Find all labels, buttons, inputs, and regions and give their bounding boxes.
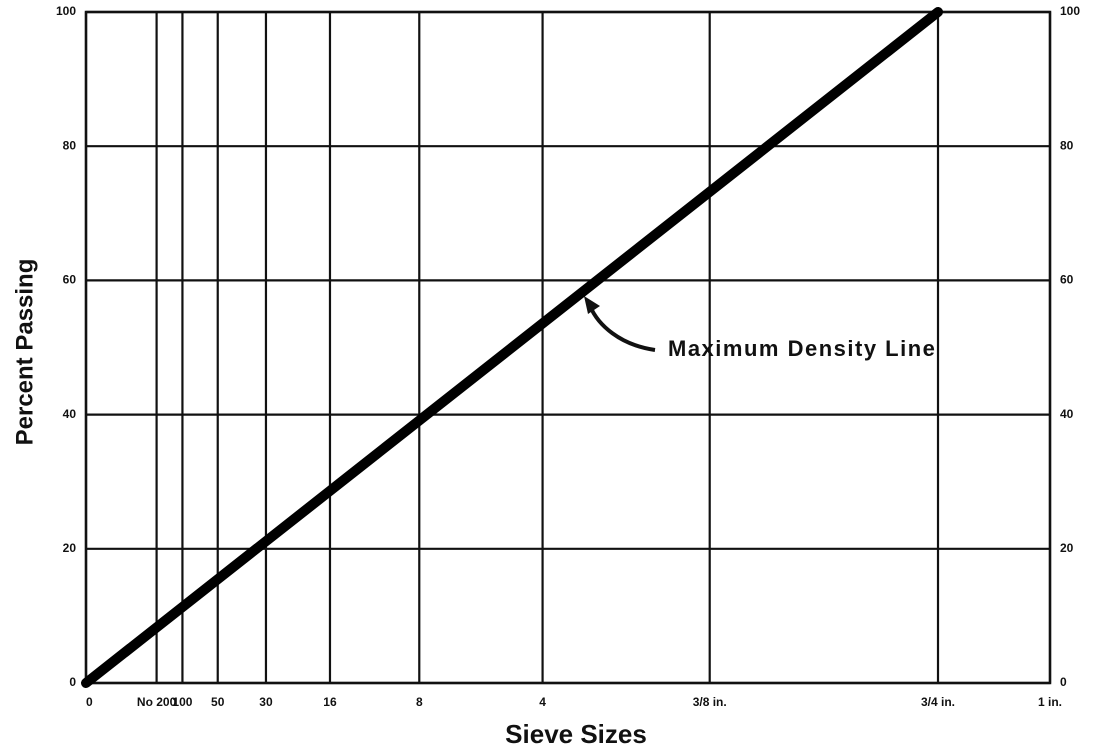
x-axis-label: Sieve Sizes: [505, 719, 647, 749]
x-tick-label: 30: [259, 695, 273, 709]
x-tick-label: 16: [323, 695, 337, 709]
annotation-arrow: [588, 305, 656, 352]
y-tick-label: 60: [63, 273, 77, 287]
x-tick-label: 1 in.: [1038, 695, 1062, 709]
data-line: [81, 7, 944, 688]
x-tick-label: 4: [539, 695, 546, 709]
y-tick-label: 0: [69, 675, 76, 689]
y-tick-label: 80: [63, 138, 77, 152]
y-tick-label-right: 100: [1060, 4, 1080, 18]
y-tick-label-right: 40: [1060, 407, 1074, 421]
y-tick-label: 100: [56, 4, 76, 18]
y-tick-label-right: 60: [1060, 273, 1074, 287]
y-tick-label-right: 0: [1060, 675, 1067, 689]
y-tick-label: 20: [63, 541, 77, 555]
x-tick-label: 0: [86, 695, 93, 709]
x-tick-label: 50: [211, 695, 225, 709]
x-tick-label: No 200: [137, 695, 177, 709]
y-tick-label-right: 80: [1060, 138, 1074, 152]
y-tick-label-right: 20: [1060, 541, 1074, 555]
x-tick-label: 3/4 in.: [921, 695, 955, 709]
y-axis-label: Percent Passing: [11, 259, 38, 446]
x-tick-label: 8: [416, 695, 423, 709]
x-tick-label: 3/8 in.: [693, 695, 727, 709]
x-tick-label: 100: [172, 695, 192, 709]
y-tick-label: 40: [63, 407, 77, 421]
annotation: Maximum Density Line: [668, 336, 936, 361]
arrow-head: [584, 296, 600, 314]
